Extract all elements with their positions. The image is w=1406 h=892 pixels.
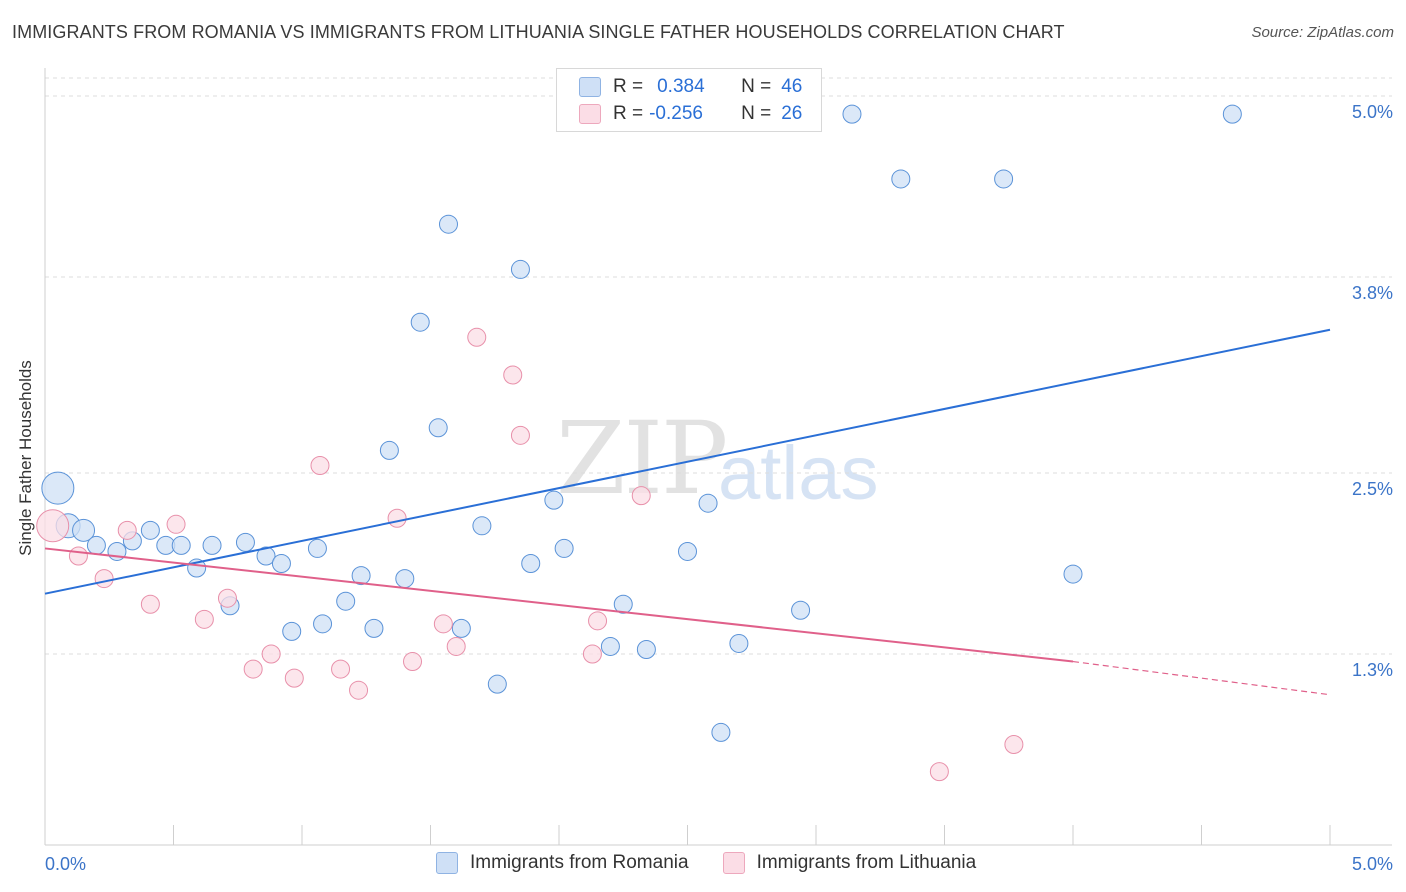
- romania-point: [256, 546, 276, 566]
- y-tick-label: 3.8%: [1352, 283, 1393, 303]
- romania-point: [521, 554, 541, 574]
- romania-point: [1222, 104, 1242, 124]
- lithuania-point: [403, 652, 423, 672]
- lithuania-n-label: N =: [741, 103, 772, 124]
- romania-point: [994, 169, 1014, 189]
- lithuania-point: [36, 509, 70, 543]
- romania-point: [891, 169, 911, 189]
- romania-point: [1063, 564, 1083, 584]
- legend-label-romania: Immigrants from Romania: [470, 852, 689, 873]
- romania-point: [711, 722, 731, 742]
- romania-point: [554, 538, 574, 558]
- romania-point: [86, 535, 106, 555]
- lithuania-n-value: 26: [781, 103, 803, 124]
- lithuania-point: [194, 609, 214, 629]
- lithuania-r-label: R =: [613, 103, 644, 124]
- romania-point: [364, 618, 384, 638]
- romania-point: [72, 518, 96, 542]
- romania-trendline: [44, 328, 1331, 595]
- source-label: Source: ZipAtlas.com: [1251, 24, 1394, 41]
- series-legend: Immigrants from Romania Immigrants from …: [436, 852, 1010, 874]
- lithuania-point: [1004, 734, 1024, 754]
- romania-point: [313, 614, 333, 634]
- romania-point: [410, 312, 430, 332]
- romania-point: [336, 591, 356, 611]
- romania-point: [791, 600, 811, 620]
- lithuania-point: [284, 668, 304, 688]
- y-tick-label: 5.0%: [1352, 102, 1393, 122]
- legend-swatch-lithuania: [722, 852, 745, 874]
- lithuania-point: [433, 614, 453, 634]
- romania-point: [379, 440, 399, 460]
- y-tick-label: 2.5%: [1352, 479, 1393, 499]
- lithuania-point: [467, 327, 487, 347]
- lithuania-point: [631, 486, 651, 506]
- romania-point: [438, 214, 458, 234]
- lithuania-point: [588, 611, 608, 631]
- romania-point: [271, 554, 291, 574]
- lithuania-point: [929, 762, 949, 782]
- romania-r-value: 0.384: [657, 76, 705, 97]
- lithuania-swatch: [579, 104, 601, 124]
- romania-point: [307, 538, 327, 558]
- romania-point: [41, 471, 75, 505]
- romania-point: [395, 569, 415, 589]
- romania-point: [729, 633, 749, 653]
- x-tick-label-min: 0.0%: [45, 854, 86, 874]
- chart-title: IMMIGRANTS FROM ROMANIA VS IMMIGRANTS FR…: [12, 22, 1065, 42]
- romania-point: [428, 418, 448, 438]
- romania-point: [510, 259, 530, 279]
- legend-row-lithuania: R = -0.256 N = 26: [579, 102, 802, 126]
- legend-row-romania: R = 0.384 N = 46: [579, 75, 802, 99]
- lithuania-point: [243, 659, 263, 679]
- romania-point: [698, 493, 718, 513]
- romania-point: [544, 490, 564, 510]
- lithuania-point: [510, 425, 530, 445]
- lithuania-point: [331, 659, 351, 679]
- romania-point: [451, 618, 471, 638]
- lithuania-point: [217, 588, 237, 608]
- lithuania-point: [117, 520, 137, 540]
- lithuania-point: [310, 455, 330, 475]
- romania-point: [613, 594, 633, 614]
- y-tick-label: 1.3%: [1352, 660, 1393, 680]
- romania-point: [351, 566, 371, 586]
- lithuania-point: [387, 508, 407, 528]
- romania-point: [282, 621, 302, 641]
- romania-point: [235, 532, 255, 552]
- lithuania-point: [582, 644, 602, 664]
- lithuania-point: [446, 636, 466, 656]
- romania-point: [487, 674, 507, 694]
- legend-swatch-romania: [436, 852, 458, 874]
- lithuania-point: [503, 365, 523, 385]
- lithuania-point: [166, 514, 186, 534]
- lithuania-trendline-extension: [1072, 660, 1331, 696]
- legend-item-romania: Immigrants from Romania: [436, 852, 689, 874]
- y-axis-label: Single Father Households: [16, 360, 35, 556]
- lithuania-point: [68, 546, 88, 566]
- lithuania-trendline: [44, 547, 1074, 663]
- x-tick-label-max: 5.0%: [1352, 854, 1393, 874]
- correlation-legend: R = 0.384 N = 46 R = -0.256 N = 26: [556, 68, 822, 132]
- lithuania-point: [261, 644, 281, 664]
- romania-point: [202, 535, 222, 555]
- legend-item-lithuania: Immigrants from Lithuania: [722, 852, 977, 874]
- romania-n-value: 46: [781, 76, 803, 97]
- lithuania-r-value: -0.256: [649, 103, 703, 124]
- lithuania-point: [349, 680, 369, 700]
- legend-label-lithuania: Immigrants from Lithuania: [756, 852, 977, 873]
- romania-point: [636, 639, 656, 659]
- lithuania-point: [140, 594, 160, 614]
- romania-point: [600, 636, 620, 656]
- romania-point: [678, 541, 697, 561]
- romania-n-label: N =: [741, 76, 772, 97]
- romania-point: [140, 520, 160, 540]
- romania-r-label: R =: [613, 76, 644, 97]
- romania-point: [842, 104, 862, 124]
- romania-point: [171, 535, 191, 555]
- romania-point: [472, 516, 492, 536]
- romania-swatch: [579, 77, 601, 97]
- lithuania-point: [94, 569, 114, 589]
